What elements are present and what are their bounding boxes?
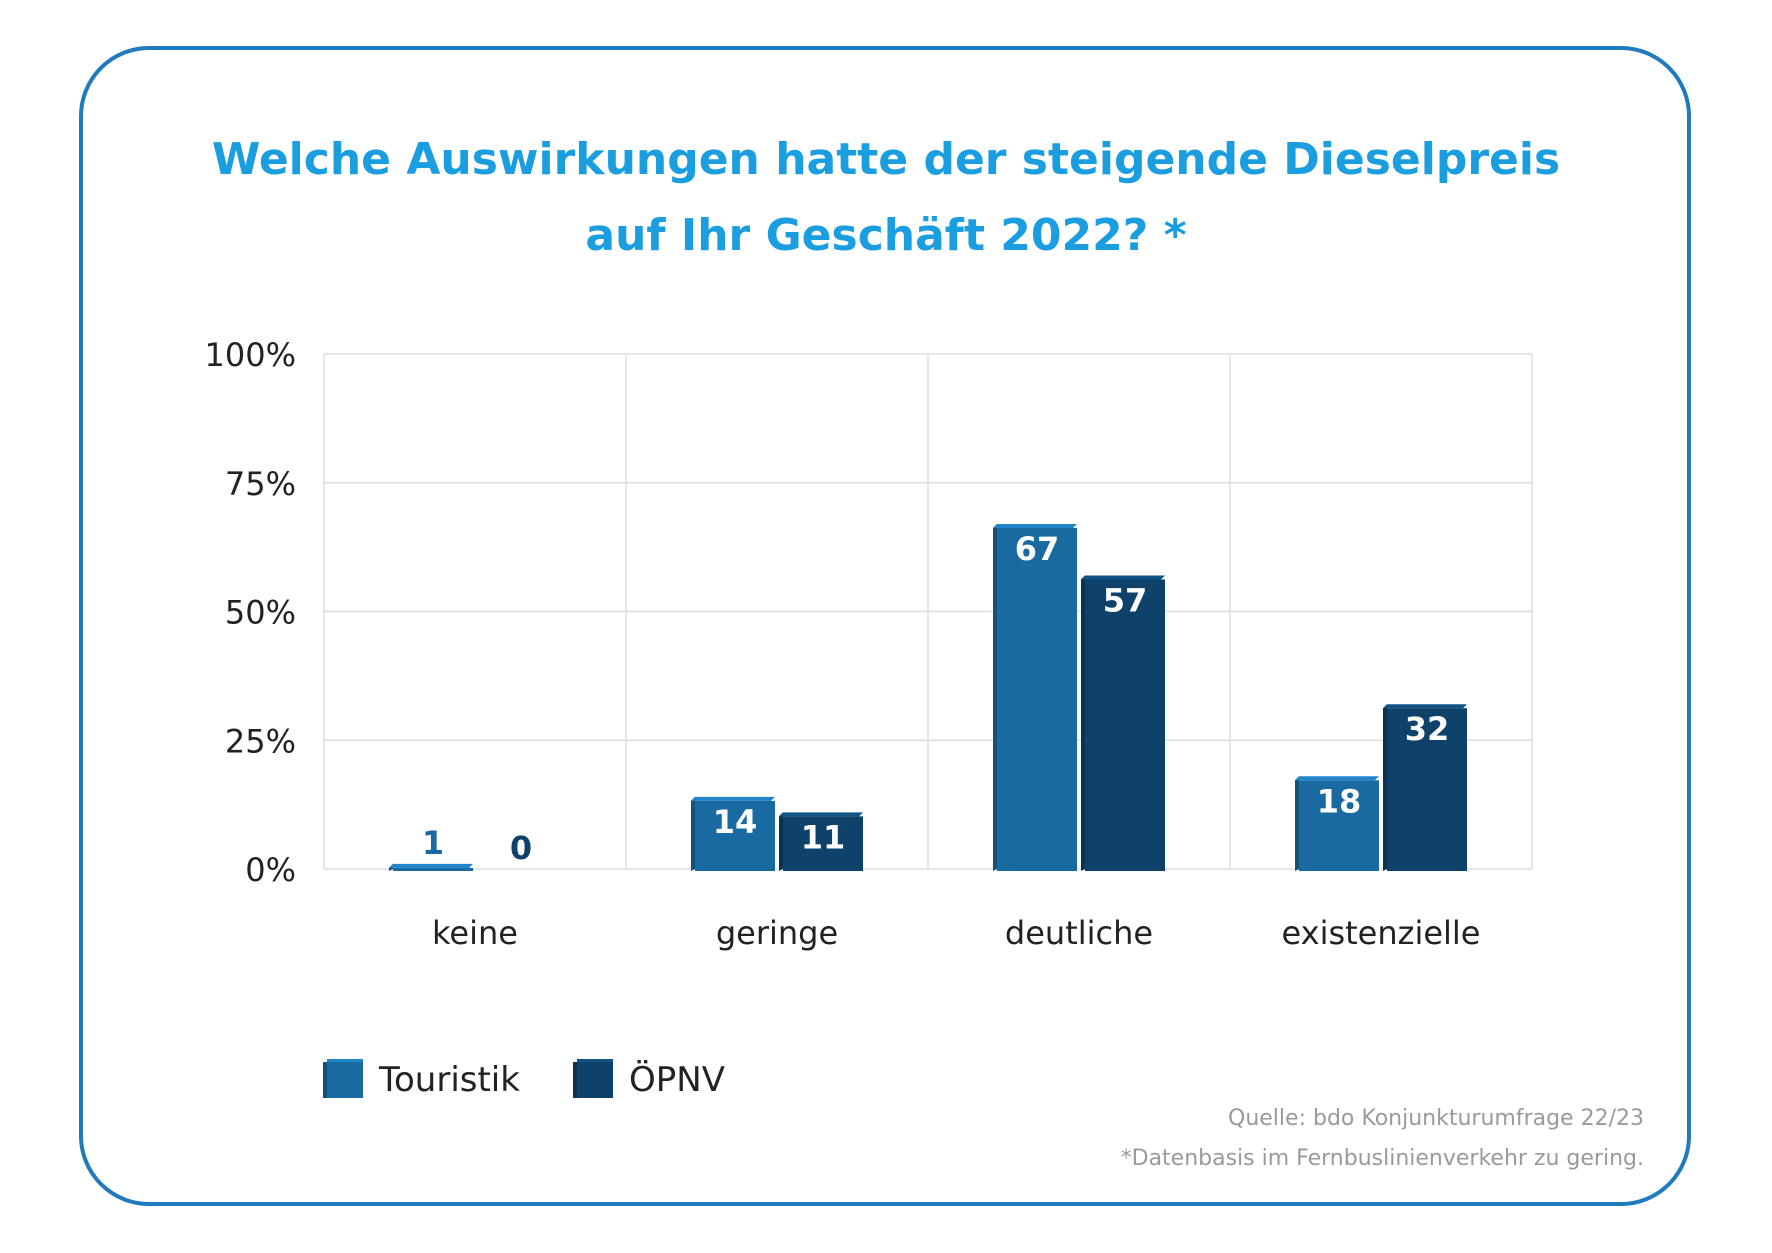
bar-öpnv-existenzielle <box>1387 708 1467 871</box>
bar-side <box>691 796 695 871</box>
bar-side <box>1383 704 1387 871</box>
legend-swatch-touristik <box>327 1062 363 1098</box>
value-label: 14 <box>713 803 758 841</box>
x-category-label: deutliche <box>1005 914 1153 952</box>
bar-top <box>1295 776 1379 781</box>
value-label: 1 <box>422 824 444 862</box>
bar-touristik-existenzielle <box>1299 780 1379 871</box>
bar-top <box>1383 704 1467 709</box>
bar-top <box>779 812 863 817</box>
legend-item-oepnv: ÖPNV <box>577 1060 725 1100</box>
y-tick-label: 25% <box>225 722 296 760</box>
chart-title: Welche Auswirkungen hatte der steigende … <box>0 122 1772 274</box>
footnote-text: *Datenbasis im Fernbuslinienverkehr zu g… <box>1120 1146 1644 1171</box>
source-text: Quelle: bdo Konjunkturumfrage 22/23 <box>1228 1106 1644 1131</box>
value-label: 18 <box>1317 782 1362 820</box>
legend-item-touristik: Touristik <box>327 1060 520 1100</box>
legend-label-oepnv: ÖPNV <box>629 1060 725 1100</box>
bar-top <box>389 863 473 868</box>
y-tick-label: 100% <box>205 336 296 374</box>
value-label: 11 <box>801 818 846 856</box>
bar-side <box>1081 575 1085 871</box>
chart-frame <box>79 46 1691 1206</box>
bar-top <box>691 796 775 801</box>
bar-touristik-geringe <box>695 800 775 871</box>
bar-touristik-deutliche <box>997 527 1077 871</box>
bar-top <box>1081 575 1165 580</box>
bar-öpnv-deutliche <box>1085 579 1165 871</box>
y-tick-label: 0% <box>245 851 296 889</box>
bar-touristik-keine <box>393 867 473 871</box>
y-tick-label: 50% <box>225 594 296 632</box>
legend-label-touristik: Touristik <box>379 1060 520 1100</box>
value-label: 0 <box>510 829 532 867</box>
bar-side <box>779 812 783 871</box>
value-label: 57 <box>1103 581 1148 619</box>
value-label: 32 <box>1405 710 1450 748</box>
x-category-label: keine <box>432 914 518 952</box>
bar-öpnv-geringe <box>783 816 863 871</box>
value-label: 67 <box>1015 530 1060 568</box>
bar-side <box>993 523 997 871</box>
bar-side <box>1295 776 1299 871</box>
bar-top <box>993 523 1077 528</box>
x-category-label: existenzielle <box>1282 914 1481 952</box>
legend-swatch-oepnv <box>577 1062 613 1098</box>
y-tick-label: 75% <box>225 465 296 503</box>
x-category-label: geringe <box>716 914 838 952</box>
title-line-1: Welche Auswirkungen hatte der steigende … <box>211 134 1561 185</box>
title-line-2: auf Ihr Geschäft 2022? * <box>585 210 1187 261</box>
